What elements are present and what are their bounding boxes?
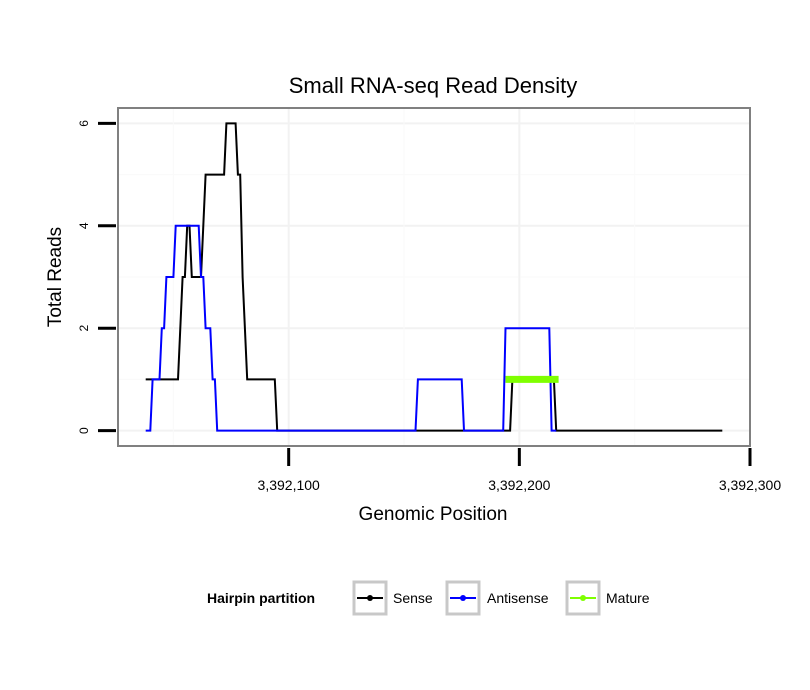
legend-label-sense: Sense: [393, 590, 433, 606]
axes: 0 2 4 6 3,392,100 3,392,200 3,392,300: [77, 120, 781, 493]
series-line-antisense: [145, 224, 557, 432]
y-tick-label: 4: [77, 222, 91, 229]
chart-title: Small RNA-seq Read Density: [289, 73, 578, 98]
legend-label-mature: Mature: [606, 590, 650, 606]
grid-lines: [118, 108, 751, 446]
y-tick-label: 0: [77, 427, 91, 434]
x-axis-label: Genomic Position: [359, 504, 508, 525]
series-lines: [145, 122, 723, 432]
legend-key-dot-antisense: [460, 595, 466, 601]
plot-border: [117, 107, 751, 447]
y-axis-label: Total Reads: [45, 227, 66, 327]
legend-key-dot-sense: [367, 595, 373, 601]
x-tick-label: 3,392,200: [488, 477, 550, 493]
x-tick-label: 3,392,100: [258, 477, 320, 493]
series-line-sense: [145, 122, 723, 432]
legend-key-dot-mature: [580, 595, 586, 601]
legend-label-antisense: Antisense: [487, 590, 549, 606]
y-tick-label: 6: [77, 120, 91, 127]
y-tick-label: 2: [77, 325, 91, 332]
x-tick-label: 3,392,300: [719, 477, 781, 493]
legend-title: Hairpin partition: [207, 590, 315, 606]
legend: Hairpin partition Sense Antisense Mature: [207, 580, 650, 616]
